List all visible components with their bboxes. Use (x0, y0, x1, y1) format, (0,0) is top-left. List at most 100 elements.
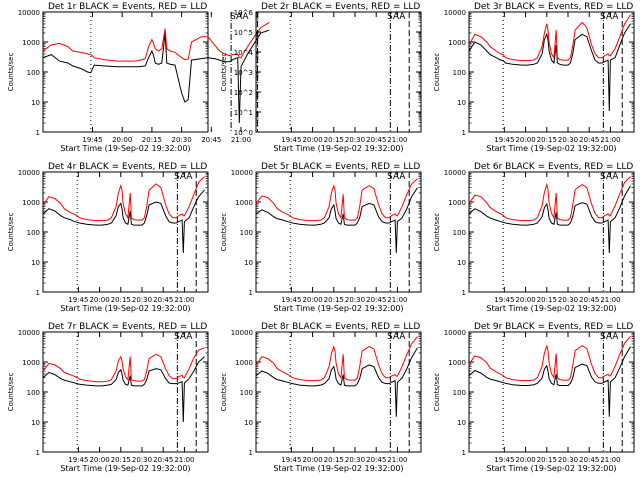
panel-6: Det 6r BLACK = Events, RED = LLD Counts/s… (433, 162, 635, 313)
series-line-1 (468, 335, 631, 382)
x-tick-label: 20:00 (302, 296, 322, 304)
x-tick-label: 20:15 (537, 136, 557, 144)
saa-annotation: SAA (387, 332, 406, 342)
x-tick-label: 21:00 (600, 456, 620, 464)
y-tick-label: 10^0 (234, 129, 253, 137)
y-tick-label: 10000 (18, 169, 40, 177)
x-tick-label: 21:00 (174, 296, 194, 304)
panel-8: Det 8r BLACK = Events, RED = LLD Counts/s… (220, 322, 422, 473)
x-tick-label: 20:45 (153, 456, 173, 464)
y-axis-label: Counts/sec (220, 53, 228, 92)
plot-frame (468, 11, 635, 133)
x-tick-label: 20:30 (558, 296, 578, 304)
x-tick-label: 20:15 (324, 456, 344, 464)
series-line-1 (468, 176, 631, 222)
panel-title: Det 5r BLACK = Events, RED = LLD (261, 162, 420, 172)
x-tick-label: 20:00 (89, 456, 109, 464)
x-tick-label: 20:30 (345, 456, 365, 464)
x-tick-label: 20:45 (579, 456, 599, 464)
saa-annotation: SAA (174, 332, 193, 342)
x-axis-label: Start Time (19-Sep-02 19:32:00) (60, 144, 190, 153)
series-line-0 (468, 23, 631, 112)
x-tick-label: 19:45 (68, 456, 88, 464)
series-line-1 (468, 14, 631, 62)
panel-9: Det 9r BLACK = Events, RED = LLD Counts/s… (433, 322, 635, 473)
saa-annotation: SAA (600, 172, 619, 182)
x-tick-label: 20:30 (172, 136, 192, 144)
x-tick-label: 20:00 (112, 136, 132, 144)
y-tick-label: 10000 (231, 329, 253, 337)
panel-title: Det 7r BLACK = Events, RED = LLD (48, 322, 207, 332)
series-line-0 (255, 187, 418, 254)
y-axis-label: Counts/sec (7, 53, 15, 92)
plot-frame (255, 171, 422, 293)
saa-annotation: SAA (387, 12, 406, 22)
y-tick-label: 1000 (22, 199, 40, 207)
x-tick-label: 20:45 (579, 136, 599, 144)
x-tick-label: 21:00 (600, 136, 620, 144)
y-axis-label: Counts/sec (220, 213, 228, 252)
x-tick-label: 20:15 (324, 296, 344, 304)
y-tick-label: 100 (453, 389, 466, 397)
x-tick-label: 20:30 (132, 296, 152, 304)
y-axis-label: Counts/sec (433, 53, 441, 92)
panel-title: Det 4r BLACK = Events, RED = LLD (48, 162, 207, 172)
y-tick-label: 1 (462, 449, 466, 457)
y-tick-label: 10^6 (234, 9, 254, 17)
panel-title: Det 9r BLACK = Events, RED = LLD (474, 322, 633, 332)
x-tick-label: 20:00 (302, 136, 322, 144)
series-line-0 (42, 189, 205, 254)
y-tick-label: 1000 (448, 39, 466, 47)
x-tick-label: 20:30 (558, 456, 578, 464)
y-tick-label: 1 (462, 129, 466, 137)
x-axis-label: Start Time (19-Sep-02 19:32:00) (486, 144, 616, 153)
panel-4: Det 4r BLACK = Events, RED = LLD Counts/s… (7, 162, 209, 313)
x-tick-label: 20:15 (142, 136, 162, 144)
x-tick-label: 19:45 (494, 136, 514, 144)
x-tick-label: 20:30 (345, 296, 365, 304)
series-line-0 (255, 347, 418, 417)
x-tick-label: 19:45 (494, 296, 514, 304)
panel-1: Det 1r BLACK = Events, RED = LLD Counts/s… (7, 2, 270, 153)
y-tick-label: 100 (27, 229, 40, 237)
panel-title: Det 8r BLACK = Events, RED = LLD (261, 322, 420, 332)
y-axis-label: Counts/sec (433, 373, 441, 412)
y-tick-label: 10 (244, 259, 253, 267)
series-line-1 (255, 178, 418, 222)
y-tick-label: 1000 (22, 359, 40, 367)
x-axis-label: Start Time (19-Sep-02 19:32:00) (486, 464, 616, 473)
x-tick-label: 20:00 (302, 456, 322, 464)
plot-frame (255, 331, 422, 453)
x-tick-label: 20:00 (515, 136, 535, 144)
saa-annotation: SAA (387, 172, 406, 182)
x-tick-label: 20:45 (366, 136, 386, 144)
x-tick-label: 20:15 (537, 456, 557, 464)
saa-annotation: SAA (230, 12, 249, 22)
x-tick-label: 21:00 (387, 456, 407, 464)
plot-frame (255, 11, 422, 133)
x-axis-label: Start Time (19-Sep-02 19:32:00) (60, 304, 190, 313)
x-tick-label: 21:00 (387, 296, 407, 304)
x-tick-label: 19:45 (281, 136, 301, 144)
x-tick-label: 20:00 (515, 296, 535, 304)
series-line-1 (255, 336, 418, 382)
y-tick-label: 1000 (22, 39, 40, 47)
saa-annotation: SAA (174, 172, 193, 182)
series-line-1 (42, 21, 270, 62)
x-tick-label: 20:30 (132, 456, 152, 464)
x-tick-label: 19:45 (82, 136, 102, 144)
x-axis-label: Start Time (19-Sep-02 19:32:00) (486, 304, 616, 313)
y-tick-label: 10000 (444, 169, 466, 177)
saa-annotation: SAA (600, 12, 619, 22)
plot-frame (468, 171, 635, 293)
series-line-0 (468, 346, 631, 417)
x-tick-label: 21:00 (174, 456, 194, 464)
x-tick-label: 20:30 (345, 136, 365, 144)
y-tick-label: 10 (457, 99, 466, 107)
y-tick-label: 10^3 (234, 69, 253, 77)
series-line-1 (42, 347, 205, 383)
series-line-0 (468, 185, 631, 254)
x-tick-label: 20:45 (366, 296, 386, 304)
x-tick-label: 19:45 (281, 296, 301, 304)
